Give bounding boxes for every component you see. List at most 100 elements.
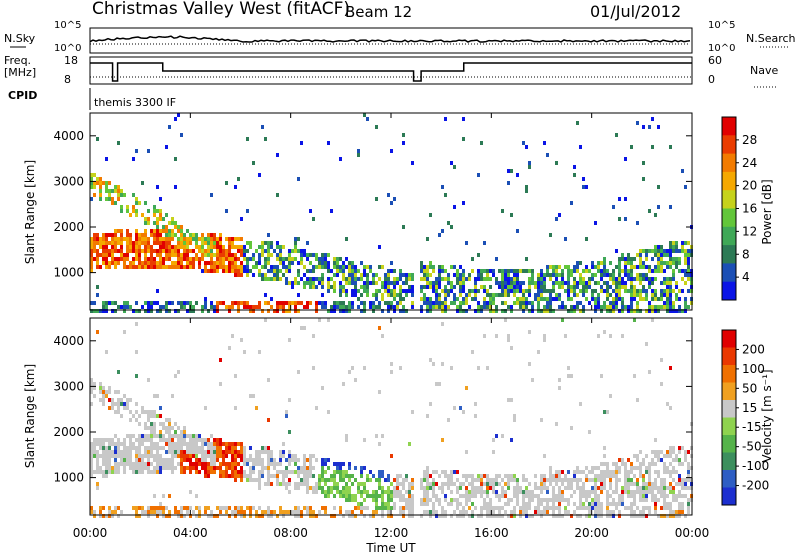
data-cell (402, 133, 405, 137)
data-cell (135, 410, 138, 414)
data-cell (183, 426, 186, 430)
data-cell (213, 514, 216, 518)
data-cell (180, 438, 183, 442)
data-cell (684, 514, 687, 518)
data-cell (633, 502, 636, 506)
data-cell (402, 498, 405, 502)
data-cell (603, 301, 606, 305)
data-cell (597, 498, 600, 502)
y-tick-label: 3000 (53, 379, 84, 393)
data-cell (150, 305, 153, 309)
data-cell (669, 205, 672, 209)
data-cell (396, 478, 399, 482)
data-cell (186, 446, 189, 450)
colorbar-tick-label: 28 (742, 133, 757, 147)
data-cell (273, 510, 276, 514)
data-cell (600, 309, 603, 313)
data-cell (351, 494, 354, 498)
data-cell (309, 261, 312, 265)
data-cell (198, 458, 201, 462)
data-cell (666, 466, 669, 470)
nsearch-label: N.Search (746, 32, 796, 45)
data-cell (156, 414, 159, 418)
data-cell (168, 434, 171, 438)
data-cell (555, 297, 558, 301)
data-cell (237, 245, 240, 249)
data-cell (585, 506, 588, 510)
data-cell (507, 486, 510, 490)
data-cell (663, 305, 666, 309)
data-cell (663, 462, 666, 466)
data-cell (663, 277, 666, 281)
data-cell (282, 474, 285, 478)
data-cell (318, 318, 321, 322)
data-cell (687, 289, 690, 293)
data-cell (213, 458, 216, 462)
data-cell (168, 301, 171, 305)
data-cell (234, 510, 237, 514)
data-cell (210, 249, 213, 253)
data-cell (159, 454, 162, 458)
data-cell (531, 277, 534, 281)
data-cell (405, 309, 408, 313)
data-cell (501, 285, 504, 289)
data-cell (324, 470, 327, 474)
data-cell (621, 498, 624, 502)
data-cell (273, 269, 276, 273)
data-cell (252, 257, 255, 261)
data-cell (468, 506, 471, 510)
data-cell (573, 277, 576, 281)
data-cell (684, 301, 687, 305)
data-cell (420, 265, 423, 269)
data-cell (96, 237, 99, 241)
data-cell (240, 458, 243, 462)
data-cell (576, 482, 579, 486)
data-cell (615, 482, 618, 486)
data-cell (549, 470, 552, 474)
data-cell (540, 277, 543, 281)
data-cell (549, 273, 552, 277)
data-cell (483, 269, 486, 273)
data-cell (264, 273, 267, 277)
data-cell (438, 514, 441, 518)
data-cell (228, 261, 231, 265)
data-cell (129, 466, 132, 470)
data-cell (492, 478, 495, 482)
data-cell (612, 281, 615, 285)
data-cell (177, 438, 180, 442)
data-cell (294, 277, 297, 281)
data-cell (324, 490, 327, 494)
data-cell (288, 458, 291, 462)
data-cell (588, 510, 591, 514)
data-cell (141, 261, 144, 265)
data-cell (99, 181, 102, 185)
data-cell (93, 386, 96, 390)
data-cell (510, 514, 513, 518)
data-cell (453, 285, 456, 289)
data-cell (204, 442, 207, 446)
y-tick-label: 4000 (53, 129, 84, 143)
data-cell (213, 462, 216, 466)
data-cell (162, 237, 165, 241)
data-cell (564, 474, 567, 478)
data-cell (540, 510, 543, 514)
data-cell (99, 454, 102, 458)
data-cell (255, 454, 258, 458)
data-cell (525, 514, 528, 518)
data-cell (321, 285, 324, 289)
data-cell (207, 442, 210, 446)
data-cell (609, 285, 612, 289)
data-cell (261, 474, 264, 478)
data-cell (141, 506, 144, 510)
data-cell (270, 297, 273, 301)
data-cell (615, 293, 618, 297)
data-cell (639, 474, 642, 478)
data-cell (267, 253, 270, 257)
data-cell (525, 301, 528, 305)
data-cell (267, 269, 270, 273)
data-cell (528, 498, 531, 502)
data-cell (651, 117, 654, 121)
data-cell (102, 253, 105, 257)
data-cell (456, 490, 459, 494)
data-cell (537, 486, 540, 490)
